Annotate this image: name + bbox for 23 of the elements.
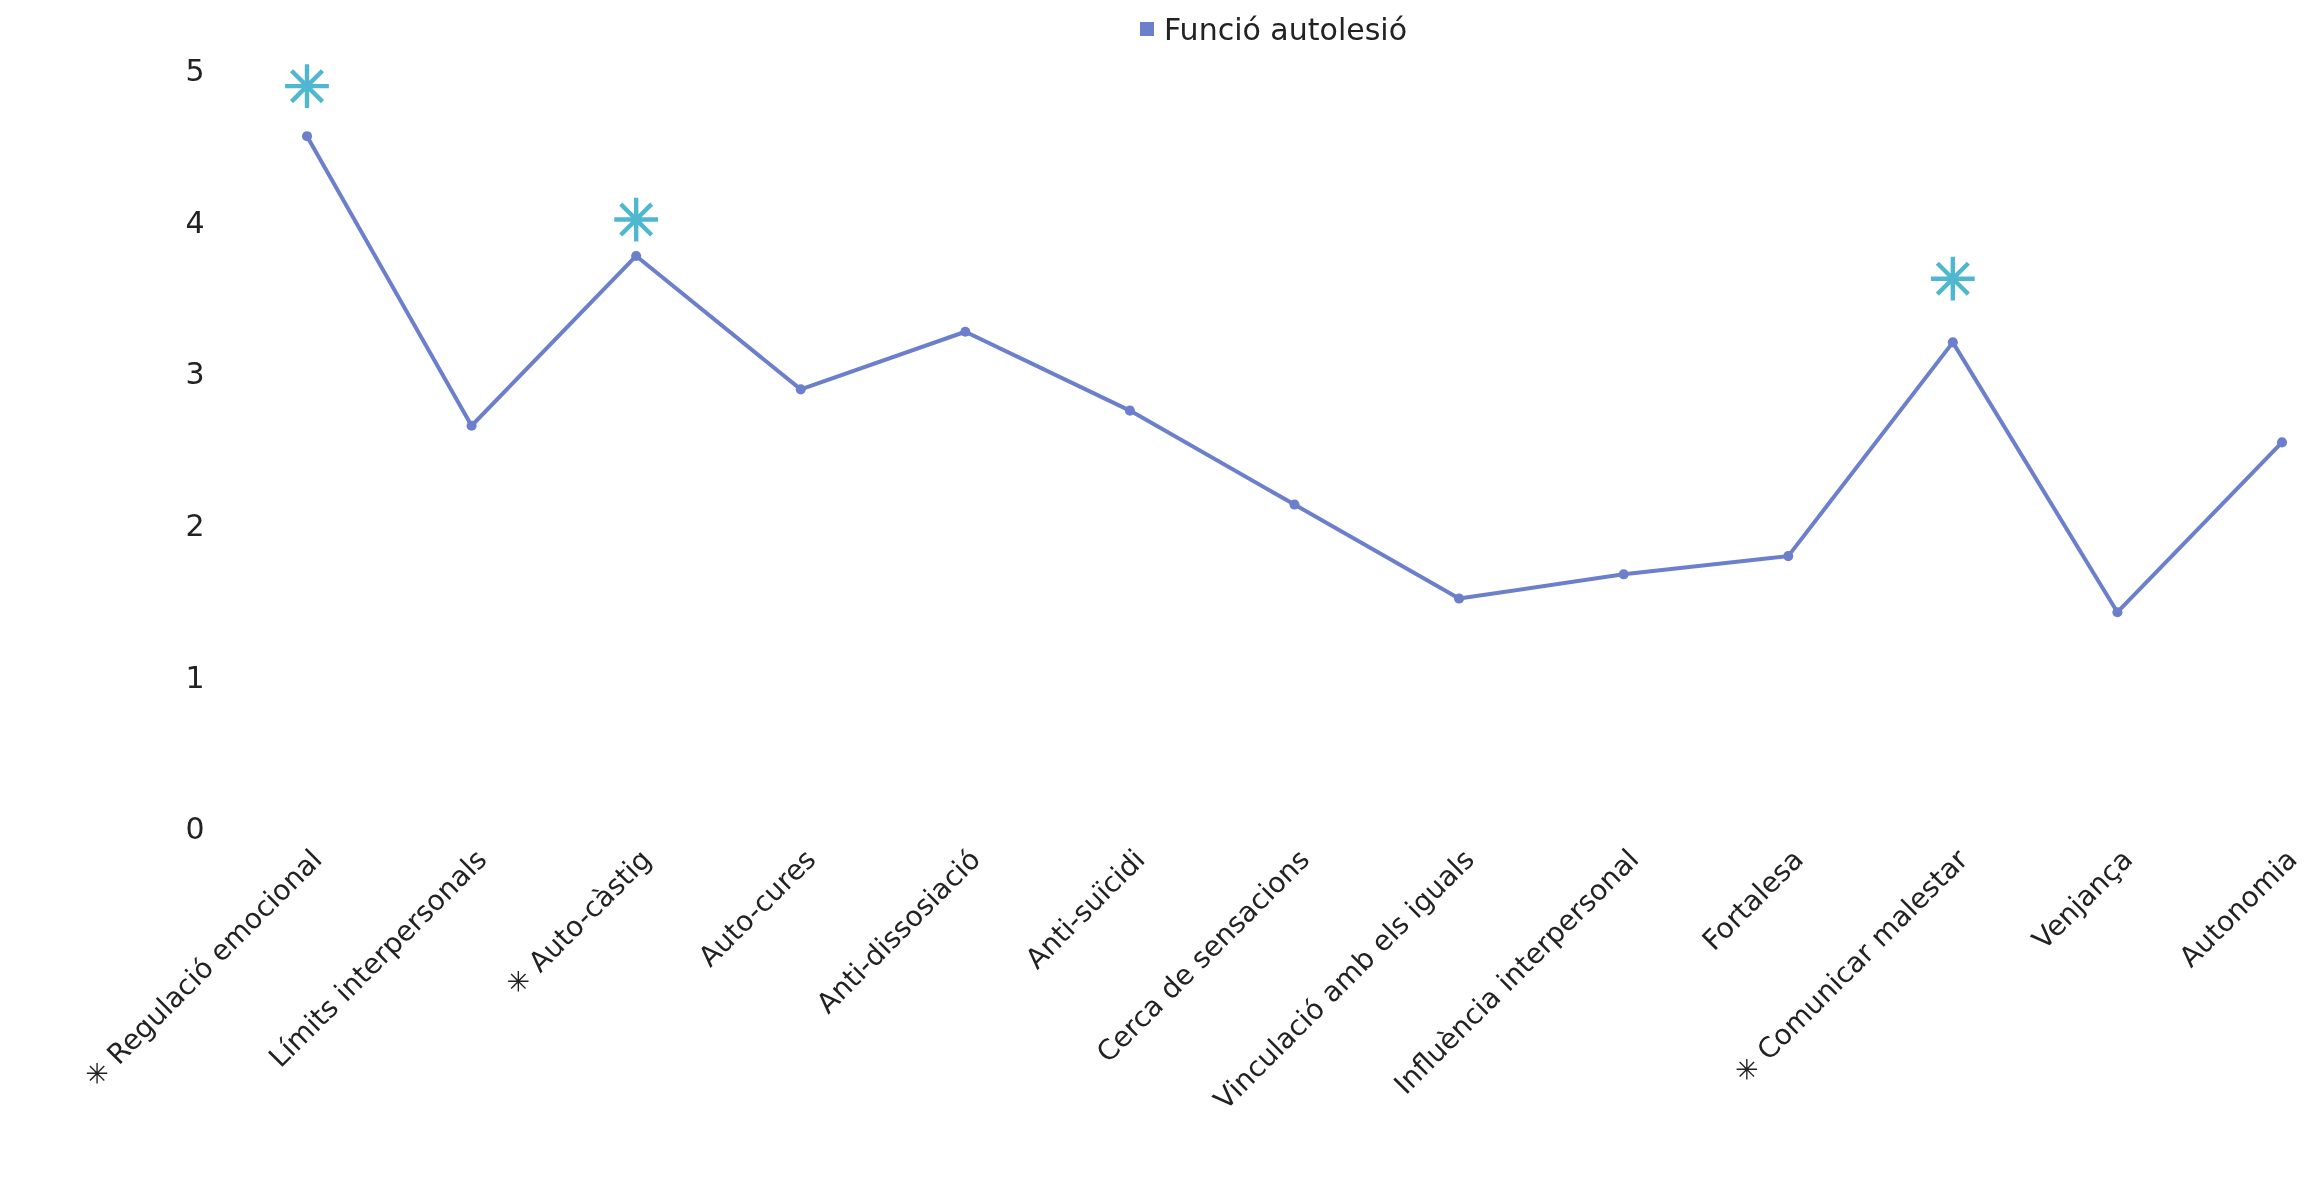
y-tick-label: 3 [185,356,205,392]
point [2112,607,2123,618]
point [1124,405,1135,416]
point [631,250,642,261]
point [795,384,806,395]
point [1930,256,1975,301]
point [1618,569,1629,580]
point [960,326,971,337]
point [301,131,313,142]
y-tick-label: 0 [185,811,205,847]
point [1783,551,1794,562]
point [285,64,329,109]
point [614,197,659,242]
y-tick-label: 1 [185,659,205,695]
legend-label: Funció autolesió [1164,11,1407,47]
point [1289,499,1300,510]
y-tick-label: 4 [185,204,205,240]
point [2276,437,2288,448]
point [1454,593,1465,604]
y-tick-label: 2 [185,507,205,543]
point [466,420,477,431]
point [1947,337,1958,348]
y-tick-label: 5 [185,53,205,89]
